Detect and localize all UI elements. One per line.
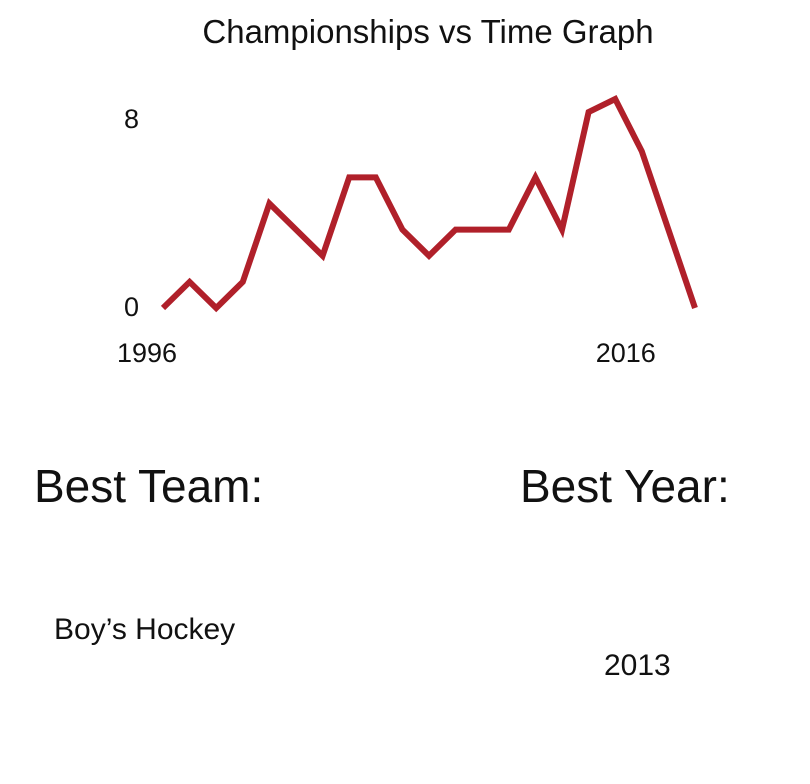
line-chart: 0 8 1996 2016 bbox=[117, 95, 698, 368]
chart-title: Championships vs Time Graph bbox=[202, 13, 654, 50]
x-tick-label: 2016 bbox=[596, 338, 656, 368]
best-team-value: Boy’s Hockey bbox=[54, 613, 236, 646]
y-tick-label: 0 bbox=[124, 292, 139, 322]
y-tick-label: 8 bbox=[124, 104, 139, 134]
best-team-heading: Best Team: bbox=[34, 460, 264, 512]
series-line bbox=[160, 95, 698, 313]
best-year-value: 2013 bbox=[604, 649, 671, 682]
best-year-heading: Best Year: bbox=[520, 460, 730, 512]
x-tick-label: 1996 bbox=[117, 338, 177, 368]
